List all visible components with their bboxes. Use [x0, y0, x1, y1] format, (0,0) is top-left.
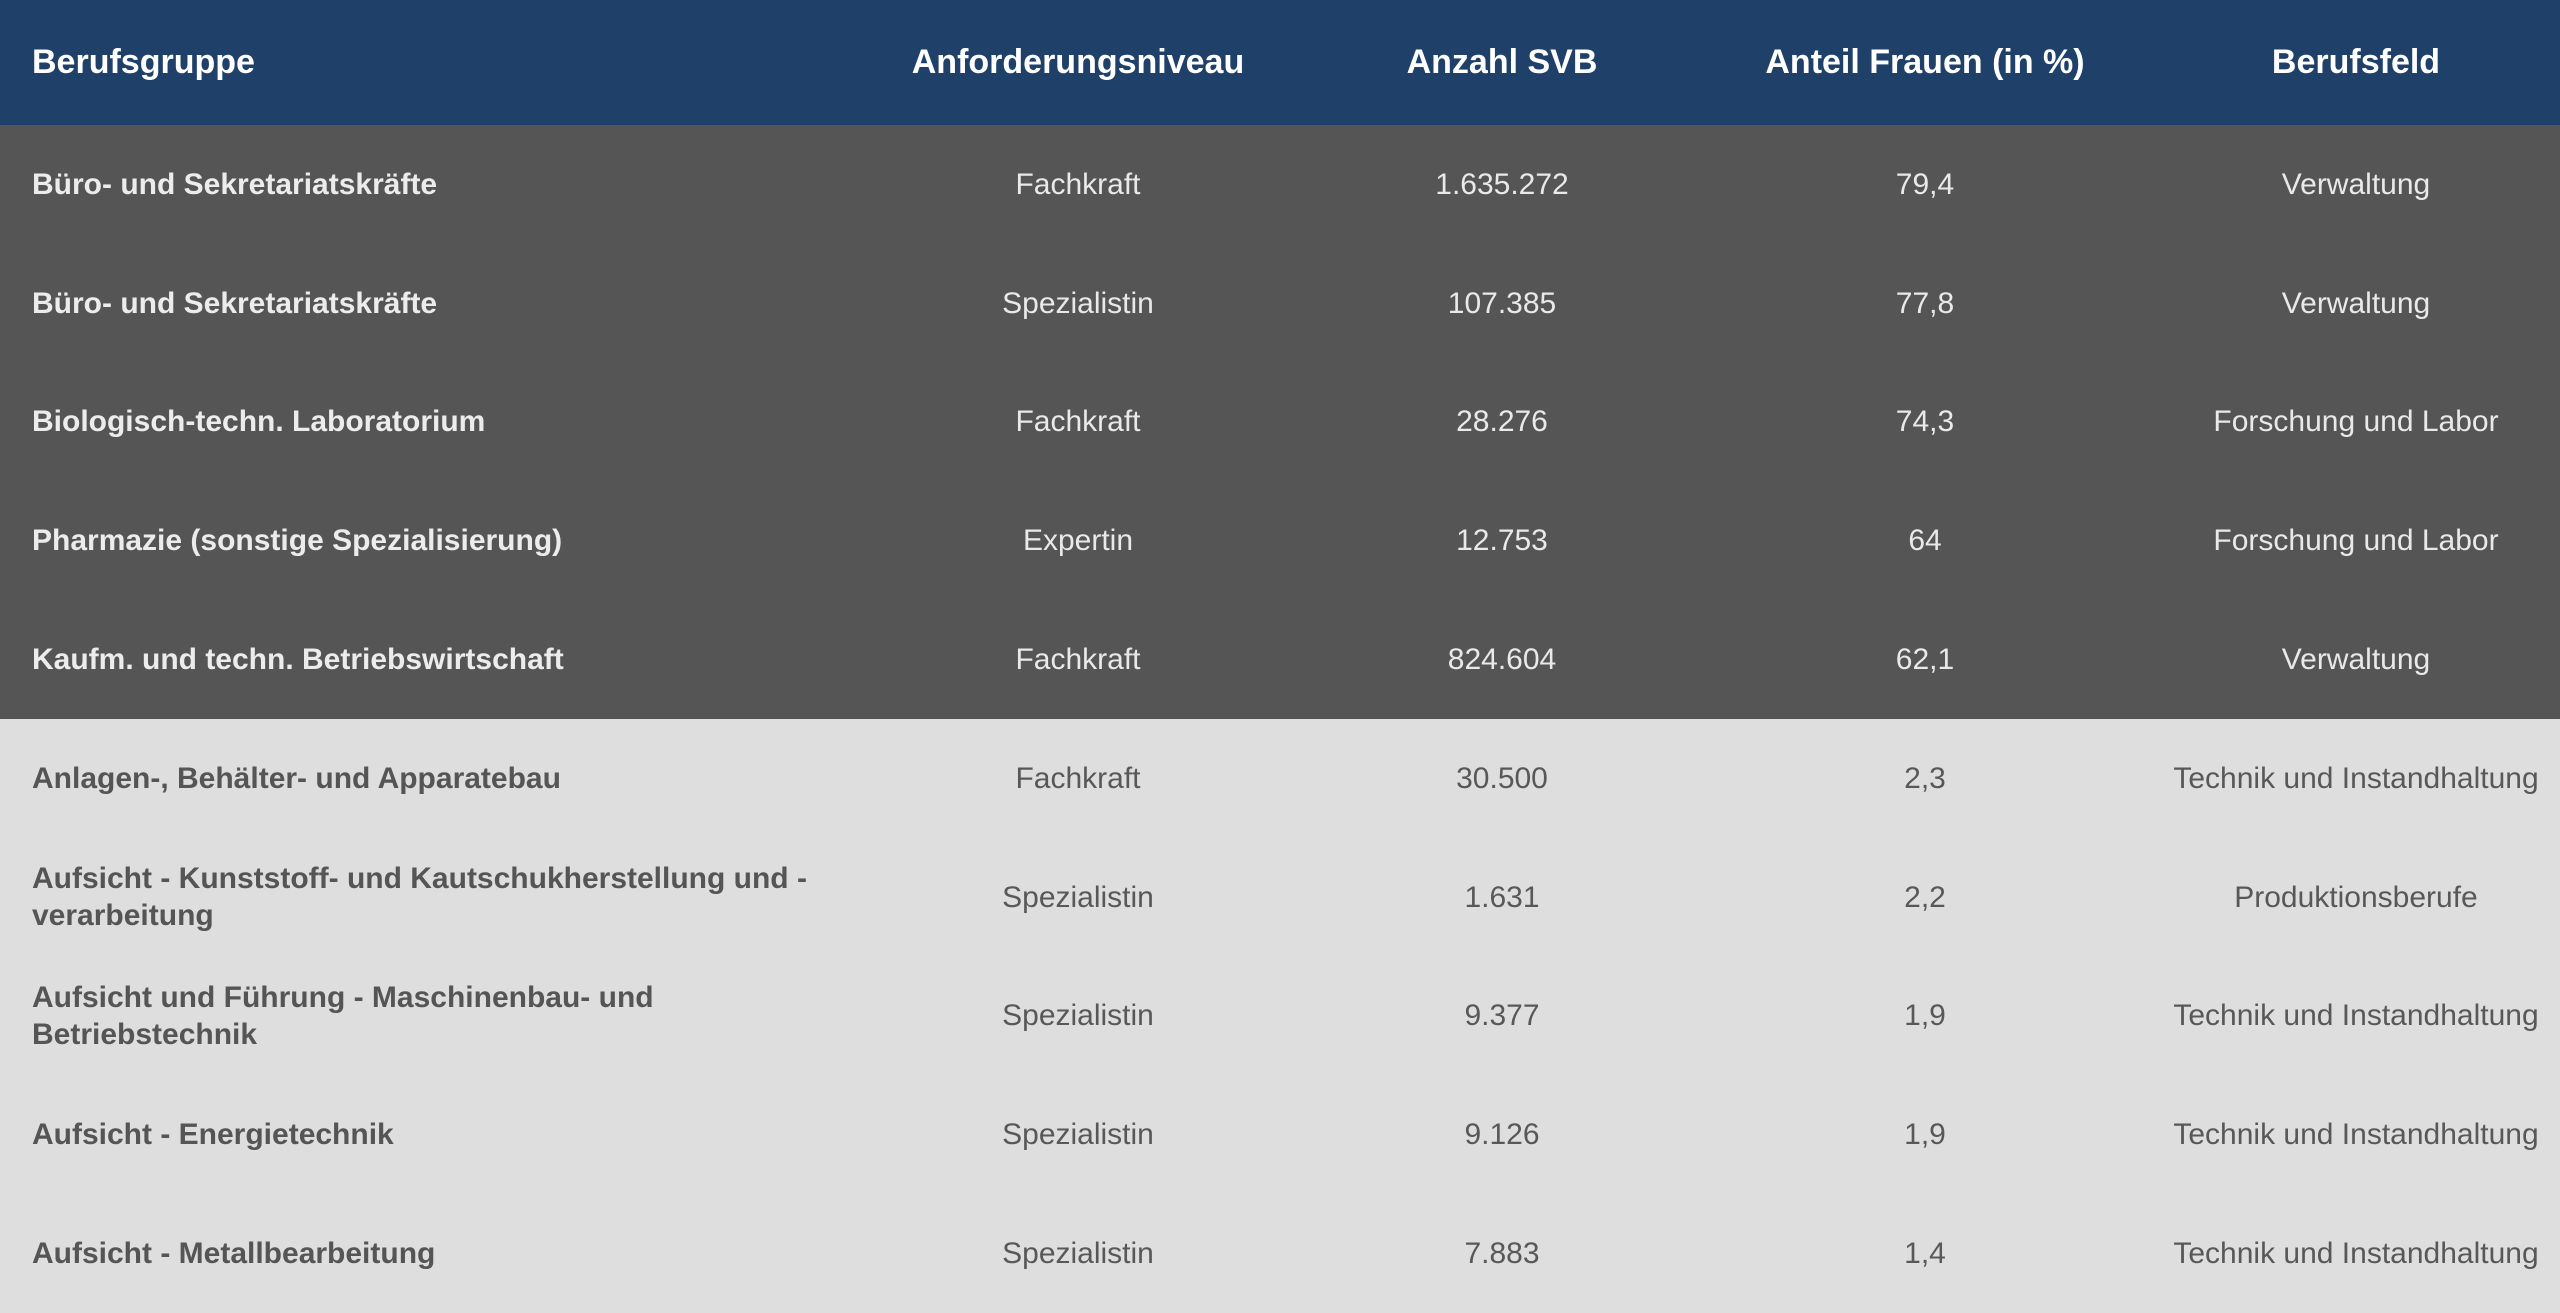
- cell-anzahl-svb: 824.604: [1447, 643, 1557, 677]
- table-row: Aufsicht - Metallbearbeitung Spezialistin…: [0, 1194, 2560, 1313]
- cell-berufsgruppe: Büro- und Sekretariatskräfte: [32, 286, 438, 320]
- table-row: Biologisch-techn. Laboratorium Fachkraft 2…: [0, 362, 2560, 482]
- cell-berufsfeld: Forschung und Labor: [2213, 405, 2499, 439]
- cell-anforderungsniveau: Expertin: [1022, 524, 1134, 558]
- column-header-anforderungsniveau: Anforderungsniveau: [911, 43, 1245, 81]
- column-header-anzahl-svb: Anzahl SVB: [1406, 43, 1598, 81]
- cell-anzahl-svb: 30.500: [1456, 761, 1548, 795]
- cell-anteil-frauen: 74,3: [1895, 405, 1955, 439]
- header-row: Berufsgruppe Anforderungsniveau Anzahl S…: [0, 0, 2560, 125]
- cell-berufsfeld: Verwaltung: [2281, 167, 2431, 201]
- column-header-anteil-frauen: Anteil Frauen (in %): [1765, 43, 2085, 81]
- column-header-berufsfeld: Berufsfeld: [2271, 43, 2441, 81]
- cell-anforderungsniveau: Fachkraft: [1015, 761, 1141, 795]
- cell-anzahl-svb: 1.635.272: [1435, 167, 1569, 201]
- cell-anforderungsniveau: Spezialistin: [1002, 1237, 1154, 1271]
- cell-anteil-frauen: 2,2: [1904, 880, 1946, 914]
- cell-anteil-frauen: 62,1: [1895, 643, 1955, 677]
- cell-berufsfeld: Technik und Instandhaltung: [2173, 999, 2539, 1033]
- cell-anzahl-svb: 7.883: [1464, 1237, 1540, 1271]
- cell-berufsgruppe: Aufsicht und Führung - Maschinenbau- und…: [32, 980, 654, 1051]
- cell-anforderungsniveau: Spezialistin: [1002, 999, 1154, 1033]
- cell-berufsfeld: Technik und Instandhaltung: [2173, 1237, 2539, 1271]
- cell-berufsgruppe: Büro- und Sekretariatskräfte: [32, 167, 438, 201]
- cell-anzahl-svb: 1.631: [1464, 880, 1540, 914]
- cell-anteil-frauen: 79,4: [1895, 167, 1955, 201]
- cell-berufsgruppe: Aufsicht - Kunststoff- und Kautschukhers…: [32, 862, 807, 933]
- cell-berufsfeld: Technik und Instandhaltung: [2173, 1118, 2539, 1152]
- table-body: Büro- und Sekretariatskräfte Fachkraft 1.6…: [0, 125, 2560, 1313]
- cell-anzahl-svb: 107.385: [1447, 286, 1557, 320]
- column-header-berufsgruppe: Berufsgruppe: [32, 43, 255, 81]
- cell-berufsfeld: Produktionsberufe: [2234, 880, 2478, 914]
- cell-berufsgruppe: Kaufm. und techn. Betriebswirtschaft: [32, 643, 564, 677]
- cell-berufsfeld: Technik und Instandhaltung: [2173, 761, 2539, 795]
- cell-anzahl-svb: 12.753: [1456, 524, 1548, 558]
- cell-anteil-frauen: 1,4: [1904, 1237, 1946, 1271]
- cell-berufsfeld: Verwaltung: [2281, 643, 2431, 677]
- cell-berufsgruppe: Biologisch-techn. Laboratorium: [32, 405, 486, 439]
- table-row: Pharmazie (sonstige Spezialisierung) Expe…: [0, 481, 2560, 601]
- cell-anforderungsniveau: Spezialistin: [1002, 880, 1154, 914]
- cell-berufsfeld: Verwaltung: [2281, 286, 2431, 320]
- cell-anforderungsniveau: Fachkraft: [1015, 167, 1141, 201]
- cell-berufsgruppe: Aufsicht - Energietechnik: [32, 1118, 394, 1152]
- cell-anforderungsniveau: Fachkraft: [1015, 405, 1141, 439]
- table-row: Kaufm. und techn. Betriebswirtschaft Fach…: [0, 600, 2560, 719]
- cell-anforderungsniveau: Fachkraft: [1015, 643, 1141, 677]
- table-row: Büro- und Sekretariatskräfte Spezialistin…: [0, 243, 2560, 363]
- cell-anzahl-svb: 9.126: [1464, 1118, 1540, 1152]
- cell-berufsfeld: Forschung und Labor: [2213, 524, 2499, 558]
- table-row: Aufsicht und Führung - Maschinenbau- und…: [0, 956, 2560, 1076]
- cell-anforderungsniveau: Spezialistin: [1002, 286, 1154, 320]
- cell-anzahl-svb: 28.276: [1456, 405, 1548, 439]
- cell-anteil-frauen: 1,9: [1904, 1118, 1946, 1152]
- table-row: Anlagen-, Behälter- und Apparatebau Fachk…: [0, 718, 2560, 838]
- cell-anteil-frauen: 77,8: [1895, 286, 1955, 320]
- table-row: Aufsicht - Energietechnik Spezialistin 9.1…: [0, 1075, 2560, 1195]
- table-header: Berufsgruppe Anforderungsniveau Anzahl S…: [0, 0, 2560, 125]
- cell-berufsgruppe: Anlagen-, Behälter- und Apparatebau: [32, 761, 561, 795]
- cell-anteil-frauen: 2,3: [1904, 761, 1946, 795]
- cell-anteil-frauen: 64: [1908, 524, 1942, 558]
- cell-anteil-frauen: 1,9: [1904, 999, 1946, 1033]
- cell-berufsgruppe: Pharmazie (sonstige Spezialisierung): [32, 524, 563, 558]
- cell-anforderungsniveau: Spezialistin: [1002, 1118, 1154, 1152]
- cell-berufsgruppe: Aufsicht - Metallbearbeitung: [32, 1237, 436, 1271]
- cell-anzahl-svb: 9.377: [1464, 999, 1540, 1033]
- table-row: Aufsicht - Kunststoff- und Kautschukhers…: [0, 837, 2560, 957]
- table-row: Büro- und Sekretariatskräfte Fachkraft 1.6…: [0, 125, 2560, 244]
